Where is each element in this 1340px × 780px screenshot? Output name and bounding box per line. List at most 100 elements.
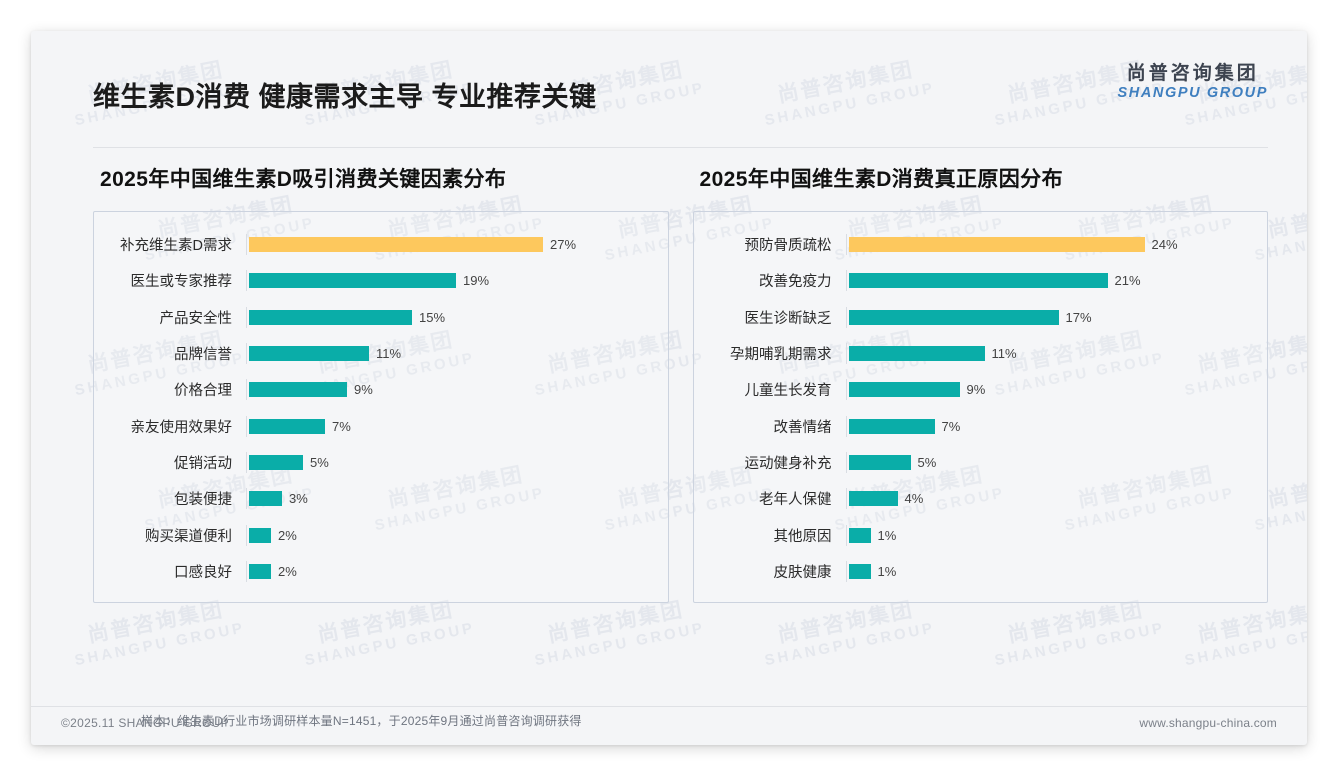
bar-category-label: 改善免疫力 (759, 274, 832, 291)
bar-value-label: 9% (354, 382, 373, 398)
bar-value-label: 1% (877, 563, 897, 579)
bar-highlight (848, 237, 1145, 252)
bar-value-label: 1% (877, 527, 897, 543)
bar-row: 价格合理 9% (94, 379, 652, 401)
bar-row: 改善免疫力 21% (694, 270, 1252, 292)
bar-value-label: 15% (419, 309, 446, 325)
bar-value-label: 21% (1114, 273, 1141, 289)
bar (848, 309, 1059, 325)
bar-value-label: 11% (991, 345, 1017, 361)
brand-name-en: SHANGPU GROUP (1117, 85, 1268, 102)
bar-value-label: 4% (904, 491, 924, 507)
bar (848, 491, 898, 507)
bar (249, 527, 271, 543)
bar-rows-right: 预防骨质疏松 24% 改善免疫力 21% 医生诊断缺乏 17% 孕期哺乳期需求 11% 儿童生长… (694, 234, 1252, 582)
bar-row: 包装便捷 3% (94, 488, 652, 510)
bar-track: 5% (845, 451, 1252, 473)
bar-track: 1% (845, 560, 1252, 582)
bar-row: 运动健身补充 5% (694, 451, 1252, 473)
footer-website[interactable]: www.shangpu-china.com (1139, 716, 1277, 730)
bar-value-label: 19% (463, 273, 490, 289)
bar (848, 418, 935, 434)
bar-category-label: 品牌信誉 (174, 346, 232, 363)
bar (249, 273, 456, 289)
slide-card: 尚普咨询集团 SHANGPU GROUP 尚普咨询集团 SHANGPU GROUP 尚普… (31, 31, 1307, 745)
bar-row: 购买渠道便利 2% (94, 524, 652, 546)
bar-category-label: 价格合理 (174, 383, 232, 400)
bar-value-label: 11% (376, 345, 402, 361)
bar-value-label: 7% (332, 418, 351, 434)
bar-category-label: 其他原因 (773, 528, 832, 545)
bar-highlight (249, 237, 543, 252)
bar-category-label: 包装便捷 (174, 492, 232, 509)
bar-track: 7% (845, 415, 1252, 437)
bar-value-label: 7% (941, 418, 961, 434)
bar-value-label: 5% (917, 454, 937, 470)
bar-row: 医生诊断缺乏 17% (694, 306, 1252, 328)
bar-category-label: 医生或专家推荐 (130, 274, 233, 291)
charts-container: 2025年中国维生素D吸引消费关键因素分布 补充维生素D需求 27% 医生或专家推荐… (31, 163, 1307, 603)
bar-track: 11% (845, 342, 1252, 364)
bar-value-label: 3% (289, 491, 308, 507)
bar-track: 2% (246, 524, 652, 546)
bar-value-label: 2% (278, 563, 297, 579)
bar-category-label: 运动健身补充 (744, 455, 832, 472)
bar (848, 345, 985, 361)
bar-row: 医生或专家推荐 19% (94, 270, 652, 292)
bar-row: 孕期哺乳期需求 11% (694, 342, 1252, 364)
bar (848, 454, 911, 470)
bar-track: 9% (246, 379, 652, 401)
bar-value-label: 2% (278, 527, 297, 543)
bar-track: 24% (845, 234, 1252, 255)
slide-header: 维生素D消费 健康需求主导 专业推荐关键 尚普咨询集团 SHANGPU GROU… (31, 31, 1307, 123)
bar-category-label: 改善情绪 (773, 419, 832, 436)
bar (249, 563, 271, 579)
bar-track: 11% (246, 342, 652, 364)
bar-track: 17% (845, 306, 1252, 328)
bar-value-label: 27% (550, 237, 577, 252)
bar-category-label: 亲友使用效果好 (130, 419, 233, 436)
bar-row: 品牌信誉 11% (94, 342, 652, 364)
bar-row: 亲友使用效果好 7% (94, 415, 652, 437)
bar-track: 9% (845, 379, 1252, 401)
chart-panel-right: 预防骨质疏松 24% 改善免疫力 21% 医生诊断缺乏 17% 孕期哺乳期需求 11% 儿童生长… (692, 211, 1268, 603)
bar-track: 27% (246, 234, 652, 255)
bar-category-label: 预防骨质疏松 (744, 238, 832, 254)
bar-row: 口感良好 2% (94, 560, 652, 582)
bar-row: 儿童生长发育 9% (694, 379, 1252, 401)
sample-note: 样本：维生素D行业市场调研样本量N=1451，于2025年9月通过尚普咨询调研获… (141, 714, 582, 728)
bar-category-label: 产品安全性 (159, 310, 233, 327)
bar-row: 改善情绪 7% (694, 415, 1252, 437)
bar-row: 补充维生素D需求 27% (94, 234, 652, 255)
chart-panel-left: 补充维生素D需求 27% 医生或专家推荐 19% 产品安全性 15% 品牌信誉 11% 价格合理… (93, 211, 669, 603)
bar-track: 15% (246, 306, 652, 328)
page-title: 维生素D消费 健康需求主导 专业推荐关键 (93, 82, 597, 112)
bar-rows-left: 补充维生素D需求 27% 医生或专家推荐 19% 产品安全性 15% 品牌信誉 11% 价格合理… (94, 234, 652, 582)
brand-name-cn: 尚普咨询集团 (1126, 63, 1259, 84)
bar-track: 21% (845, 270, 1252, 292)
bar-category-label: 老年人保健 (759, 492, 832, 509)
bar-row: 老年人保健 4% (694, 488, 1252, 510)
chart-block-right: 2025年中国维生素D消费真正原因分布 预防骨质疏松 24% 改善免疫力 21% 医生诊… (692, 163, 1268, 603)
chart-block-left: 2025年中国维生素D吸引消费关键因素分布 补充维生素D需求 27% 医生或专家推荐… (93, 163, 669, 603)
bar (848, 527, 871, 543)
bar (249, 491, 282, 507)
bar-category-label: 促销活动 (174, 455, 232, 472)
bar-category-label: 医生诊断缺乏 (744, 310, 832, 327)
bar (249, 418, 325, 434)
bar-track: 19% (246, 270, 652, 292)
bar (249, 382, 347, 398)
bar (848, 273, 1108, 289)
bar (848, 563, 871, 579)
bar-category-label: 孕期哺乳期需求 (730, 346, 832, 363)
bar (848, 382, 960, 398)
bar-row: 产品安全性 15% (94, 306, 652, 328)
chart-title-left: 2025年中国维生素D吸引消费关键因素分布 (100, 168, 507, 191)
footer-copyright: ©2025.11 SHANGPU GROUP (61, 716, 229, 730)
bar-category-label: 补充维生素D需求 (120, 238, 232, 254)
